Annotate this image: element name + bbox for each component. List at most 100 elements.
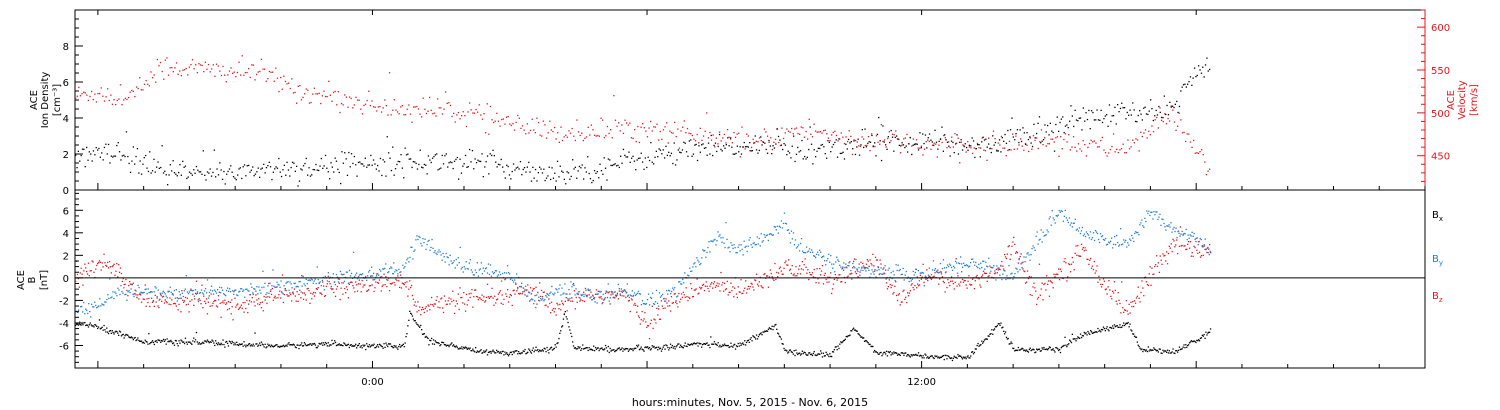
bz-point — [586, 294, 588, 296]
density-point — [121, 155, 123, 157]
bx-point — [481, 352, 483, 354]
bx-point — [401, 344, 403, 346]
bz-point — [260, 307, 263, 309]
bz-point — [1209, 252, 1212, 254]
by-point — [488, 273, 491, 276]
bz-point — [433, 303, 436, 305]
density-point — [156, 166, 158, 168]
density-point — [1049, 122, 1051, 124]
density-point — [252, 166, 254, 168]
by-point — [650, 297, 653, 299]
velocity-point — [774, 138, 777, 140]
bz-point — [535, 286, 537, 288]
by-point — [820, 251, 822, 253]
density-point — [1092, 111, 1094, 114]
bz-point — [248, 300, 251, 302]
velocity-point — [893, 134, 895, 136]
bx-point — [855, 330, 857, 332]
bz-point — [650, 319, 652, 321]
bz-point — [886, 288, 889, 290]
bz-point — [518, 293, 521, 295]
by-point — [822, 256, 824, 258]
bz-point — [92, 261, 94, 263]
density-point — [1191, 84, 1193, 86]
bx-point — [515, 350, 517, 352]
bx-point — [168, 340, 170, 342]
bx-point — [604, 344, 607, 347]
density-point — [190, 172, 192, 175]
bz-point — [903, 289, 905, 291]
velocity-point — [336, 104, 338, 106]
by-point — [156, 296, 158, 298]
by-point — [195, 293, 198, 295]
bx-point — [93, 326, 95, 328]
bz-point — [194, 292, 197, 294]
density-point — [522, 168, 524, 171]
bz-point — [1141, 280, 1143, 282]
by-point — [1005, 278, 1007, 281]
bz-point — [81, 273, 83, 275]
bz-point — [577, 293, 579, 296]
by-point — [1029, 259, 1031, 261]
by-point — [141, 292, 143, 294]
by-point — [668, 289, 670, 292]
bx-point — [146, 341, 148, 343]
velocity-point — [401, 105, 403, 107]
by-point — [764, 236, 766, 238]
bz-point — [529, 287, 532, 289]
by-point — [719, 234, 721, 236]
by-point — [472, 274, 474, 276]
bz-point — [478, 297, 480, 299]
density-point — [736, 145, 738, 147]
bz-point — [717, 285, 719, 287]
bx-point — [635, 347, 637, 349]
density-point — [427, 155, 430, 157]
bz-point — [323, 285, 325, 287]
by-point — [903, 279, 905, 281]
velocity-point — [709, 131, 711, 134]
bx-point — [865, 340, 868, 342]
bz-point — [114, 274, 116, 276]
density-point — [857, 138, 859, 140]
density-point — [444, 155, 446, 157]
by-point — [1153, 211, 1155, 213]
bz-point — [864, 267, 867, 269]
bz-point — [1047, 280, 1050, 282]
bx-point — [446, 344, 448, 346]
density-point — [209, 168, 211, 170]
by-point — [297, 286, 299, 288]
bz-point — [949, 284, 951, 287]
bx-point — [917, 354, 919, 357]
bz-point — [970, 284, 972, 286]
velocity-point — [477, 111, 479, 113]
bx-point — [205, 340, 207, 342]
velocity-point — [843, 142, 846, 145]
bz-point — [405, 286, 407, 288]
bx-point — [172, 342, 175, 344]
bx-point — [475, 347, 477, 349]
bz-point — [399, 274, 402, 276]
bx-point — [329, 344, 331, 346]
density-point — [751, 150, 754, 152]
by-point — [1083, 233, 1086, 235]
bz-point — [874, 270, 876, 272]
density-point — [307, 174, 309, 176]
bz-point — [1169, 247, 1171, 249]
velocity-point — [372, 106, 375, 108]
density-point — [249, 171, 251, 173]
by-point — [1070, 222, 1072, 224]
bz-point — [932, 276, 934, 278]
velocity-point — [461, 115, 463, 117]
bz-point — [79, 272, 81, 274]
bz-point — [810, 274, 813, 276]
bx-point — [117, 332, 119, 334]
bz-point — [1193, 245, 1195, 247]
velocity-point — [654, 126, 657, 128]
bx-point — [727, 344, 729, 347]
by-point — [659, 296, 662, 298]
by-point — [348, 269, 351, 272]
bx-point — [1006, 338, 1008, 340]
density-point — [790, 157, 792, 159]
velocity-point — [193, 68, 195, 70]
by-point — [740, 244, 742, 246]
